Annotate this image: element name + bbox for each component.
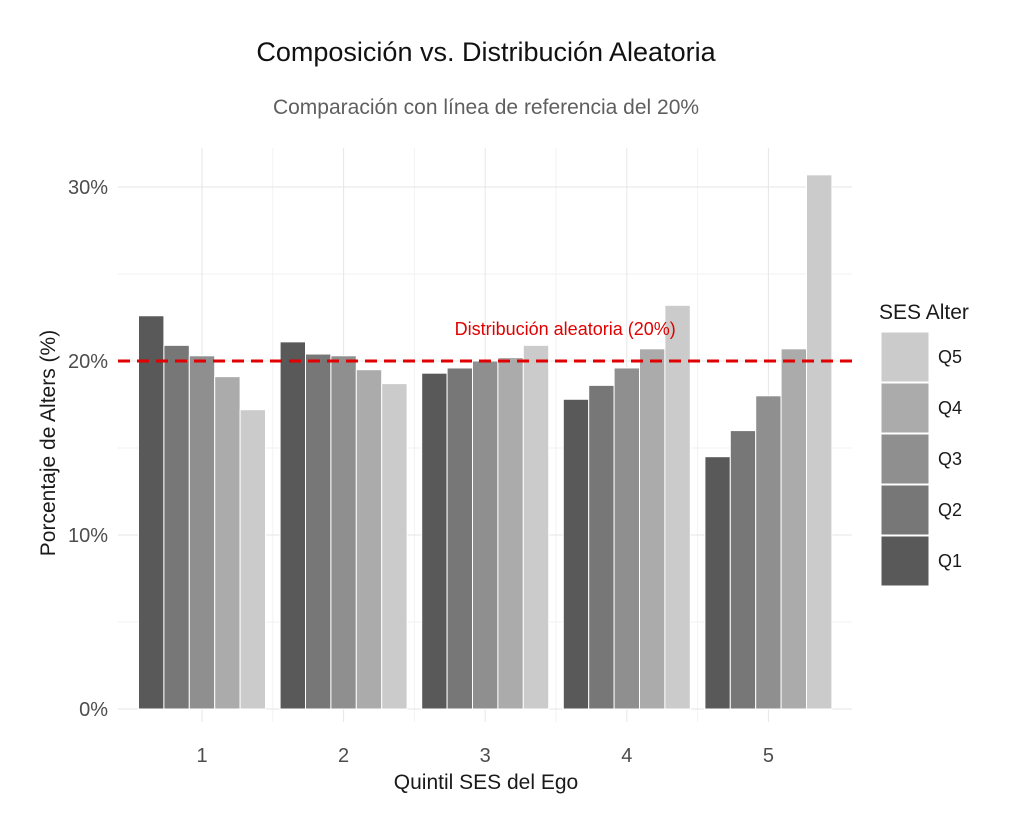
bar-q5 (806, 174, 833, 710)
x-tick-label: 1 (196, 745, 207, 767)
x-tick-label: 3 (480, 745, 491, 767)
bar-q5 (381, 383, 408, 710)
legend-label-q1: Q1 (938, 551, 962, 571)
bar-q3 (330, 355, 357, 710)
bar-layer (138, 174, 833, 710)
bar-q2 (588, 384, 615, 710)
bar-q5 (522, 344, 550, 710)
bar-q5 (239, 409, 267, 710)
bar-q3 (472, 360, 499, 710)
legend-label-q4: Q4 (938, 398, 962, 418)
bar-q1 (421, 372, 448, 710)
y-tick-label: 30% (68, 177, 108, 199)
bar-q4 (780, 348, 807, 710)
bar-q4 (355, 369, 383, 710)
bar-q4 (639, 348, 666, 710)
bar-q3 (755, 395, 782, 710)
y-tick-label: 20% (68, 351, 108, 373)
reference-line-label: Distribución aleatoria (20%) (455, 319, 676, 339)
legend-key-q3 (880, 433, 930, 485)
legend-key-q4 (880, 382, 930, 434)
bar-q1 (562, 398, 590, 710)
bar-q3 (613, 367, 640, 710)
bar-q1 (279, 341, 307, 710)
bar-q5 (664, 304, 691, 710)
x-axis-title: Quintil SES del Ego (394, 771, 578, 794)
bar-q1 (138, 315, 165, 710)
bar-q2 (163, 344, 190, 710)
bar-q1 (704, 456, 731, 710)
bar-q4 (214, 376, 241, 710)
bar-q4 (497, 357, 524, 710)
y-axis-title: Porcentaje de Alters (%) (37, 330, 60, 556)
legend-key-q1 (880, 535, 930, 587)
legend-label-q3: Q3 (938, 449, 962, 469)
bar-q2 (729, 430, 757, 710)
legend-key-q2 (880, 484, 930, 536)
legend-title: SES Alter (879, 301, 969, 324)
legend-label-q5: Q5 (938, 347, 962, 367)
legend: Q5 Q4 Q3 Q2 Q1 (880, 331, 962, 587)
chart-title: Composición vs. Distribución Aleatoria (256, 37, 716, 67)
chart-subtitle: Comparación con línea de referencia del … (273, 96, 699, 119)
y-tick-label: 0% (79, 699, 108, 721)
bar-q2 (305, 353, 332, 710)
legend-label-q2: Q2 (938, 500, 962, 520)
x-tick-label: 5 (763, 745, 774, 767)
x-tick-label: 4 (621, 745, 632, 767)
axis-layer: 0% 10% 20% 30% 1 2 3 4 5 (68, 177, 774, 767)
legend-key-q5 (880, 331, 930, 383)
x-tick-label: 2 (338, 745, 349, 767)
bar-q3 (188, 355, 216, 710)
reference-layer: Distribución aleatoria (20%) (118, 319, 852, 363)
y-tick-label: 10% (68, 525, 108, 547)
bar-q2 (446, 367, 474, 710)
